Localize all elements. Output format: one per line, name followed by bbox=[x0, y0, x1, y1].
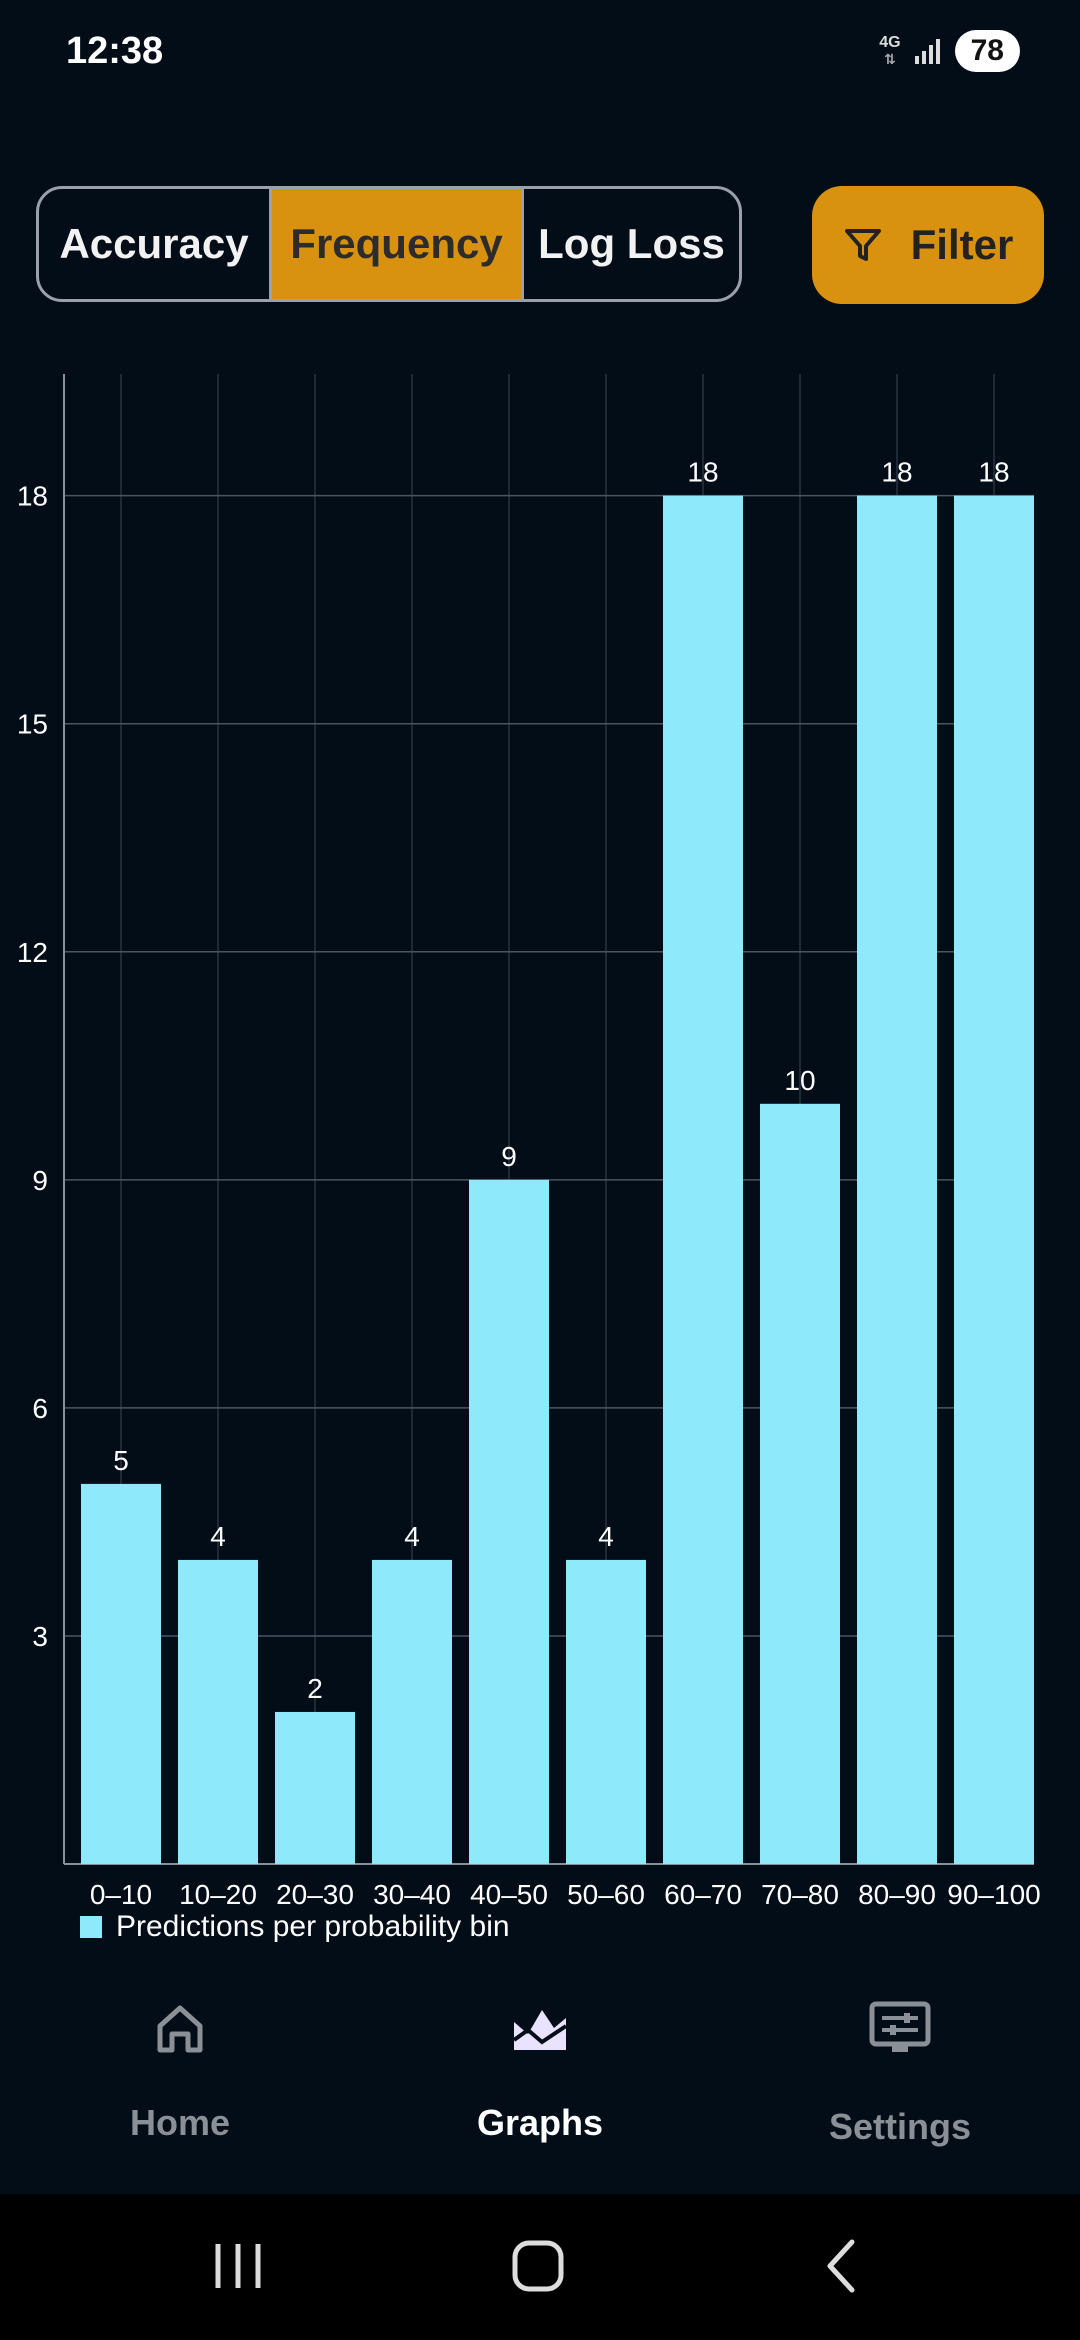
bar-value-label: 18 bbox=[881, 457, 912, 488]
tab-frequency[interactable]: Frequency bbox=[269, 189, 521, 299]
filter-label: Filter bbox=[910, 221, 1014, 268]
y-tick-label: 12 bbox=[17, 937, 48, 968]
bar-value-label: 10 bbox=[784, 1065, 815, 1096]
nav-label-home: Home bbox=[129, 2102, 231, 2143]
x-tick-label: 80–90 bbox=[858, 1879, 936, 1910]
x-tick-label: 60–70 bbox=[664, 1879, 742, 1910]
bar-value-label: 9 bbox=[501, 1141, 517, 1172]
x-tick-label: 70–80 bbox=[761, 1879, 839, 1910]
nav-label-graphs: Graphs bbox=[476, 2102, 604, 2143]
legend-label: Predictions per probability bin bbox=[116, 1910, 510, 1943]
frequency-bar-chart: 3 6 9 12 15 18 5 0–10 4 10–20 2 20–30 4 30–40 9 40–50 4 5… bbox=[17, 374, 1041, 1910]
filter-icon bbox=[844, 229, 881, 261]
chart-legend: Predictions per probability bin bbox=[80, 1910, 510, 1944]
bar-value-label: 4 bbox=[210, 1521, 226, 1552]
nav-item-graphs[interactable]: Graphs bbox=[390, 2000, 690, 2144]
home-icon bbox=[157, 2005, 203, 2053]
settings-icon bbox=[869, 2001, 931, 2052]
tab-log-loss[interactable]: Log Loss bbox=[521, 189, 739, 299]
bar-value-label: 18 bbox=[978, 457, 1009, 488]
x-tick-label: 30–40 bbox=[373, 1879, 451, 1910]
status-time: 12:38 bbox=[66, 30, 164, 72]
x-tick-label: 20–30 bbox=[276, 1879, 354, 1910]
nav-label-settings: Settings bbox=[828, 2106, 971, 2147]
bar bbox=[275, 1711, 355, 1864]
bottom-navigation: Home Graphs Settings bbox=[0, 1960, 1080, 2194]
status-bar: 12:38 4G ⇅ 78 bbox=[0, 0, 1080, 110]
x-tick-label: 50–60 bbox=[567, 1879, 645, 1910]
graph-icon bbox=[512, 2010, 568, 2050]
chart-type-segmented-control: Accuracy Frequency Log Loss bbox=[36, 186, 742, 302]
bar bbox=[81, 1483, 161, 1864]
bar-value-label: 4 bbox=[404, 1521, 420, 1552]
bar bbox=[954, 495, 1034, 1864]
x-tick-label: 10–20 bbox=[179, 1879, 257, 1910]
y-tick-label: 3 bbox=[32, 1621, 48, 1652]
legend-swatch bbox=[80, 1916, 102, 1938]
system-navigation-bar bbox=[0, 2194, 1080, 2340]
bar bbox=[178, 1559, 258, 1864]
bar-value-label: 5 bbox=[113, 1445, 129, 1476]
y-tick-label: 18 bbox=[17, 481, 48, 512]
bar bbox=[663, 495, 743, 1864]
data-arrows-icon: ⇅ bbox=[884, 51, 896, 67]
bar-value-label: 2 bbox=[307, 1673, 323, 1704]
bar bbox=[566, 1559, 646, 1864]
recent-apps-icon[interactable] bbox=[210, 2238, 266, 2294]
home-button-icon[interactable] bbox=[510, 2238, 566, 2294]
y-tick-label: 6 bbox=[32, 1393, 48, 1424]
signal-icon bbox=[914, 39, 940, 64]
bar bbox=[857, 495, 937, 1864]
bar bbox=[469, 1179, 549, 1864]
x-tick-label: 40–50 bbox=[470, 1879, 548, 1910]
network-indicator: 4G ⇅ bbox=[879, 34, 901, 68]
bar-value-label: 4 bbox=[598, 1521, 614, 1552]
status-icons: 4G ⇅ 78 bbox=[879, 30, 1020, 72]
y-tick-label: 15 bbox=[17, 709, 48, 740]
tab-accuracy[interactable]: Accuracy bbox=[59, 220, 249, 267]
bar bbox=[760, 1103, 840, 1864]
x-tick-label: 90–100 bbox=[947, 1879, 1040, 1910]
nav-item-settings[interactable]: Settings bbox=[750, 2000, 1050, 2148]
filter-button[interactable]: Filter bbox=[812, 186, 1044, 304]
bar bbox=[372, 1559, 452, 1864]
x-tick-label: 0–10 bbox=[90, 1879, 152, 1910]
nav-item-home[interactable]: Home bbox=[30, 2000, 330, 2144]
bar-value-label: 18 bbox=[687, 457, 718, 488]
y-tick-label: 9 bbox=[32, 1165, 48, 1196]
back-icon[interactable] bbox=[816, 2238, 872, 2294]
network-type: 4G bbox=[879, 34, 901, 51]
battery-indicator: 78 bbox=[954, 30, 1020, 72]
